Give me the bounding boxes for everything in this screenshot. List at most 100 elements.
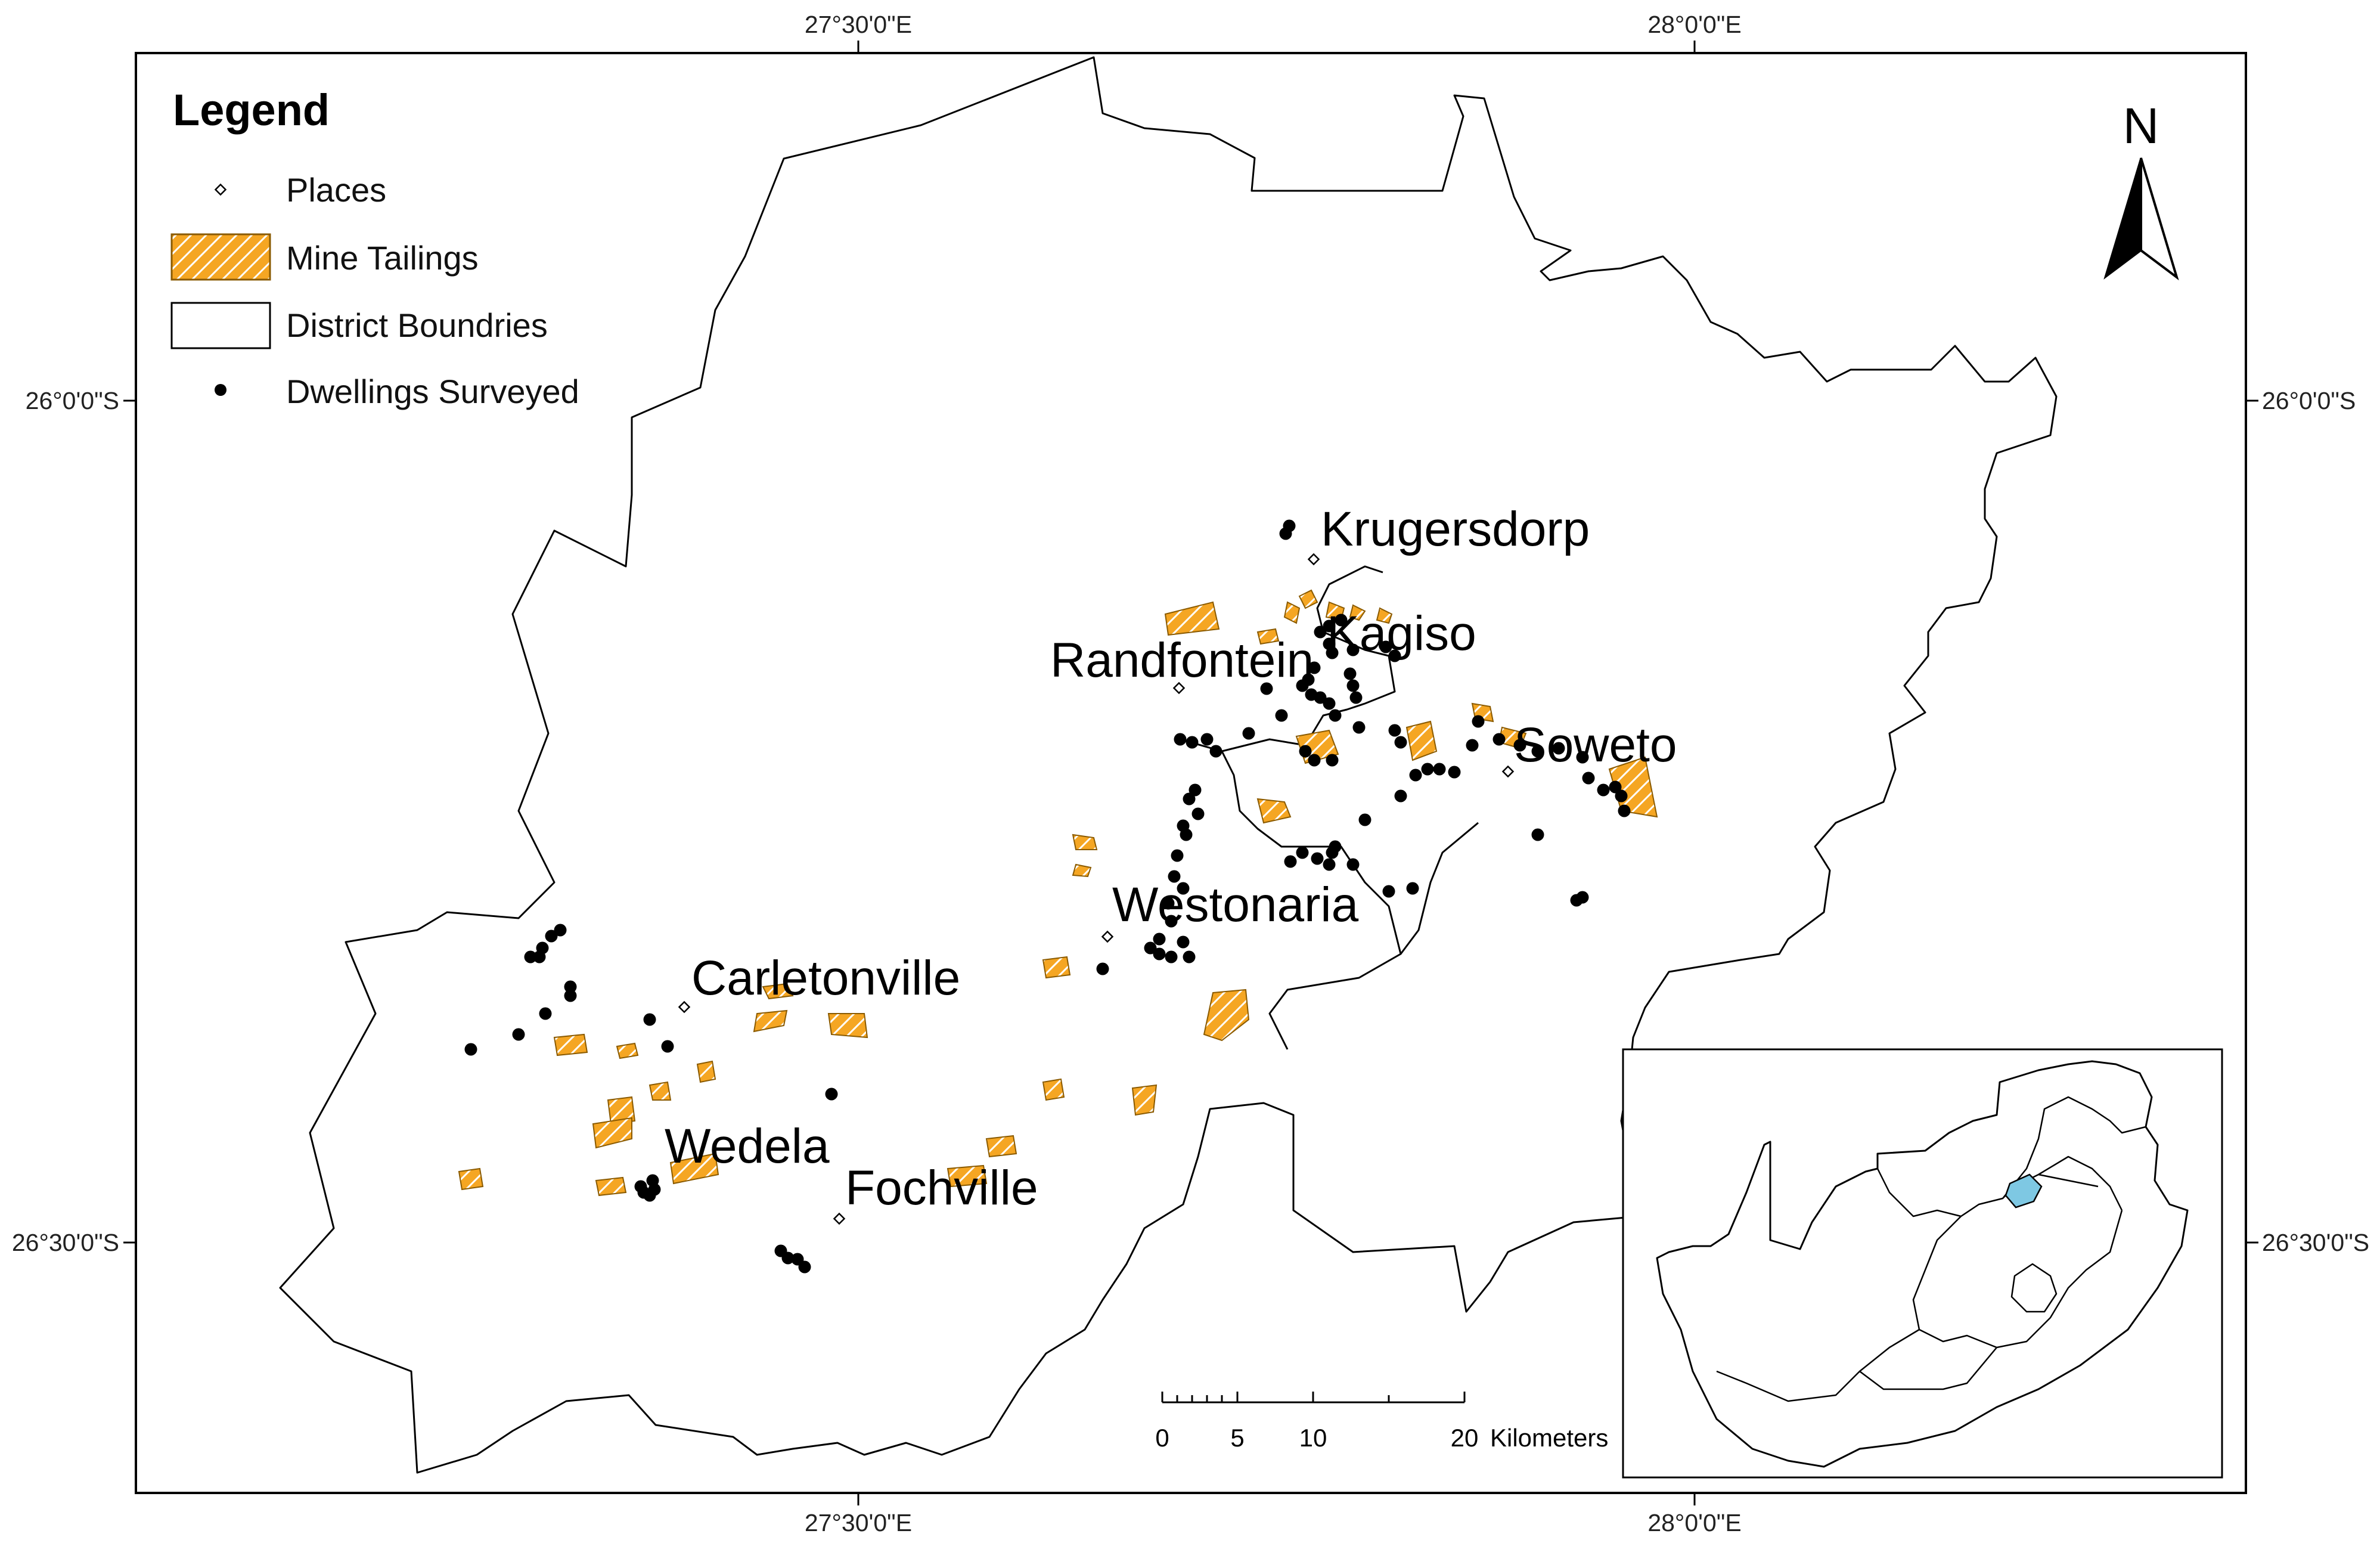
dwelling-dot <box>1582 772 1595 785</box>
dwelling-dot <box>1492 733 1506 746</box>
dwelling-dot <box>533 950 546 963</box>
dwelling-dot <box>554 924 567 937</box>
scale-tick-0: 0 <box>1155 1424 1169 1452</box>
study-area-highlight-icon <box>2004 1173 2043 1209</box>
dwelling-dot <box>1326 846 1339 859</box>
dwelling-dot <box>1409 769 1422 782</box>
mine-tailing <box>1203 989 1250 1042</box>
lon-label-bottom-right: 28°0'0"E <box>1647 1509 1741 1536</box>
scale-tick-20: 20 <box>1451 1424 1479 1452</box>
dwelling-dot <box>1168 870 1181 883</box>
dwelling-dot <box>524 950 537 963</box>
province-boundaries <box>1716 1096 2146 1402</box>
dwelling-dot <box>1144 941 1157 955</box>
dwelling-dot <box>1513 739 1526 752</box>
lat-label-left-bottom: 26°30'0"S <box>12 1229 119 1256</box>
mine-tailing <box>947 1164 988 1188</box>
dwelling-dot <box>1379 640 1392 653</box>
lon-label-top-left: 27°30'0"E <box>805 11 912 38</box>
place-marker-icon <box>1501 765 1515 778</box>
dwelling-dot <box>1153 932 1166 946</box>
dwelling-dot <box>1433 763 1446 776</box>
mine-tailing <box>1042 1078 1065 1101</box>
dwellings-layer <box>464 519 1631 1274</box>
place-marker-icon <box>1172 681 1186 695</box>
dwelling-dot <box>464 1043 477 1056</box>
dwelling-dot <box>1275 709 1288 722</box>
dwelling-dot <box>1323 619 1336 633</box>
dwelling-dot <box>1335 614 1348 627</box>
place-label-randfontein: Randfontein <box>1050 633 1314 687</box>
dwelling-dot <box>1394 789 1407 803</box>
dwelling-dot <box>1314 691 1327 704</box>
dwelling-dot <box>564 989 577 1002</box>
dwelling-dot <box>1615 789 1628 803</box>
dwelling-dot <box>1260 682 1273 695</box>
lat-label-right-top: 26°0'0"S <box>2262 387 2356 414</box>
dwelling-dot <box>1531 745 1544 758</box>
dwelling-dot <box>1329 709 1342 722</box>
dwelling-dot <box>564 980 577 993</box>
mine-tailing <box>1042 956 1071 979</box>
legend-label-places: Places <box>286 171 386 209</box>
legend-label-boundaries: District Boundries <box>286 306 548 344</box>
mine-tailing <box>827 1013 868 1039</box>
dwelling-dot <box>1165 915 1178 928</box>
dwelling-dot <box>1299 745 1312 758</box>
dwelling-dot <box>1096 962 1109 975</box>
dwelling-dot <box>1308 754 1321 767</box>
dwelling-dot <box>1326 646 1339 659</box>
place-label-westonaria: Westonaria <box>1112 878 1359 932</box>
mine-tailing <box>1072 834 1098 850</box>
dwelling-dot <box>1609 780 1622 794</box>
scale-unit: Kilometers <box>1490 1424 1608 1452</box>
dwelling-dot <box>1349 691 1363 704</box>
place-label-wedela: Wedela <box>665 1119 830 1173</box>
north-label: N <box>2123 98 2159 154</box>
place-marker-icon <box>833 1212 846 1225</box>
mine-tailing <box>648 1081 672 1101</box>
dwelling-dot <box>1576 751 1589 764</box>
dwelling-dot <box>1308 661 1321 674</box>
dwelling-dot <box>646 1174 659 1187</box>
dwelling-dot <box>1352 721 1366 734</box>
dwelling-dot <box>1394 736 1407 749</box>
dwelling-dot <box>1314 625 1327 639</box>
mine-tailing <box>696 1060 716 1083</box>
dwelling-dot <box>1183 950 1196 963</box>
mine-tailing <box>1283 601 1301 624</box>
dwelling-dot <box>1323 858 1336 871</box>
dwelling-dot <box>1406 882 1419 895</box>
dwelling-dot <box>1346 679 1360 692</box>
north-arrow-icon: N <box>2103 98 2179 281</box>
dwelling-dot <box>1191 807 1205 820</box>
dwelling-dot <box>1576 891 1589 904</box>
place-label-carletonville: Carletonville <box>691 951 960 1005</box>
lon-label-bottom-left: 27°30'0"E <box>805 1509 912 1536</box>
dwelling-dot <box>1358 813 1371 826</box>
legend-title: Legend <box>173 85 330 135</box>
place-marker-icon <box>678 1000 691 1014</box>
mine-tailing <box>1131 1084 1158 1116</box>
dwelling-dot <box>539 1007 552 1020</box>
place-label-soweto: Soweto <box>1514 718 1677 772</box>
mine-tailing <box>595 1176 627 1197</box>
dwelling-dot <box>1279 527 1292 540</box>
legend-label-tailings: Mine Tailings <box>286 239 479 277</box>
place-marker-icon <box>1307 553 1320 566</box>
dwelling-dot <box>1382 885 1395 898</box>
dwelling-dot <box>545 930 558 943</box>
mine-tailing <box>616 1042 639 1059</box>
mine-tailing <box>669 1152 719 1185</box>
dwelling-dot <box>512 1028 525 1041</box>
mine-tailing <box>592 1117 632 1149</box>
place-marker-icon <box>1101 930 1114 943</box>
dwelling-dot <box>781 1251 795 1265</box>
dwelling-dot <box>1189 783 1202 797</box>
scale-bar <box>1161 1392 1466 1404</box>
mine-tailing <box>607 1096 636 1125</box>
mine-tailing <box>553 1033 588 1057</box>
lon-label-top-right: 28°0'0"E <box>1647 11 1741 38</box>
mine-tailing <box>458 1167 484 1191</box>
legend-label-dwellings: Dwellings Surveyed <box>286 373 579 410</box>
